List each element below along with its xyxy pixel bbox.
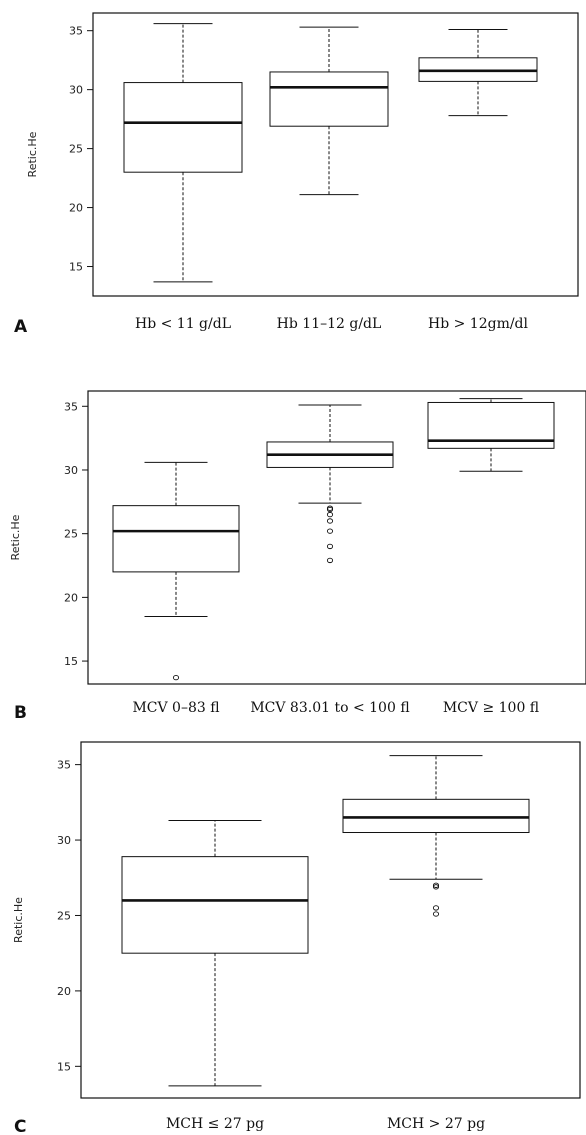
panel-c-ytick-label-0: 15 xyxy=(57,1060,71,1073)
panel-c-ytick-label-4: 35 xyxy=(57,759,71,772)
panel-c-ytick-label-3: 30 xyxy=(57,834,71,847)
panel-a-ytick-label-1: 20 xyxy=(69,202,83,215)
panel-b-ytick-label-1: 20 xyxy=(64,591,78,604)
panel-b-box-0-iqr xyxy=(112,505,240,573)
panel-a-y-axis-label: Retic.He xyxy=(26,131,39,177)
panel-c-category-label-0: MCH ≤ 27 pg xyxy=(166,1116,264,1132)
panel-b-category-label-0: MCV 0–83 fl xyxy=(132,700,219,716)
panel-c-category-label-1: MCH > 27 pg xyxy=(387,1116,485,1132)
panel-b-ytick-label-4: 35 xyxy=(64,400,78,413)
panel-b-box-1-outlier-5 xyxy=(326,543,334,550)
panel-b-box-0-outlier-0 xyxy=(172,674,180,681)
panel-a-ytick-label-4: 35 xyxy=(69,25,83,38)
panel-c-box-1-outlier-3 xyxy=(432,911,440,917)
panel-a-frame xyxy=(92,12,579,297)
panel-b-ytick-label-0: 15 xyxy=(64,655,78,668)
panel-b-ytick-label-3: 30 xyxy=(64,464,78,477)
panel-b-category-label-2: MCV ≥ 100 fl xyxy=(443,700,539,716)
panel-a-ytick-label-3: 30 xyxy=(69,84,83,97)
panel-b-box-1-outlier-1 xyxy=(326,506,334,513)
panel-b-box-1-outlier-2 xyxy=(326,511,334,518)
panel-a-box-0-iqr xyxy=(123,82,243,173)
panel-a-ytick-label-0: 15 xyxy=(69,261,83,274)
panel-c-box-1-outlier-2 xyxy=(432,905,440,911)
panel-c-y-axis-label: Retic.He xyxy=(12,897,25,943)
panel-b-category-label-1: MCV 83.01 to < 100 fl xyxy=(250,700,409,716)
panel-b-box-1-outlier-6 xyxy=(326,557,334,564)
panel-c-box-1-iqr xyxy=(342,798,530,834)
panel-c-letter: C xyxy=(14,1117,26,1135)
panel-b-letter: B xyxy=(14,703,27,723)
panel-c-box-0-iqr xyxy=(121,856,309,954)
panel-b-y-axis-label: Retic.He xyxy=(9,514,22,560)
panel-a-category-label-2: Hb > 12gm/dl xyxy=(428,316,529,332)
panel-a-letter: A xyxy=(14,317,28,337)
panel-c-box-1-outlier-1 xyxy=(432,884,440,890)
panel-b-ytick-label-2: 25 xyxy=(64,528,78,541)
panel-a-ytick-label-2: 25 xyxy=(69,143,83,156)
panel-c-frame xyxy=(80,741,581,1099)
panel-a-box-1-iqr xyxy=(269,71,389,127)
panel-c-ytick-label-2: 25 xyxy=(57,909,71,922)
panel-a-category-label-1: Hb 11–12 g/dL xyxy=(277,316,382,332)
panel-b-frame xyxy=(87,390,586,685)
panel-b-box-1-outlier-4 xyxy=(326,528,334,534)
panel-b-box-1-outlier-3 xyxy=(326,518,334,524)
panel-a-category-label-0: Hb < 11 g/dL xyxy=(135,316,231,332)
panel-c-ytick-label-1: 20 xyxy=(57,985,71,998)
